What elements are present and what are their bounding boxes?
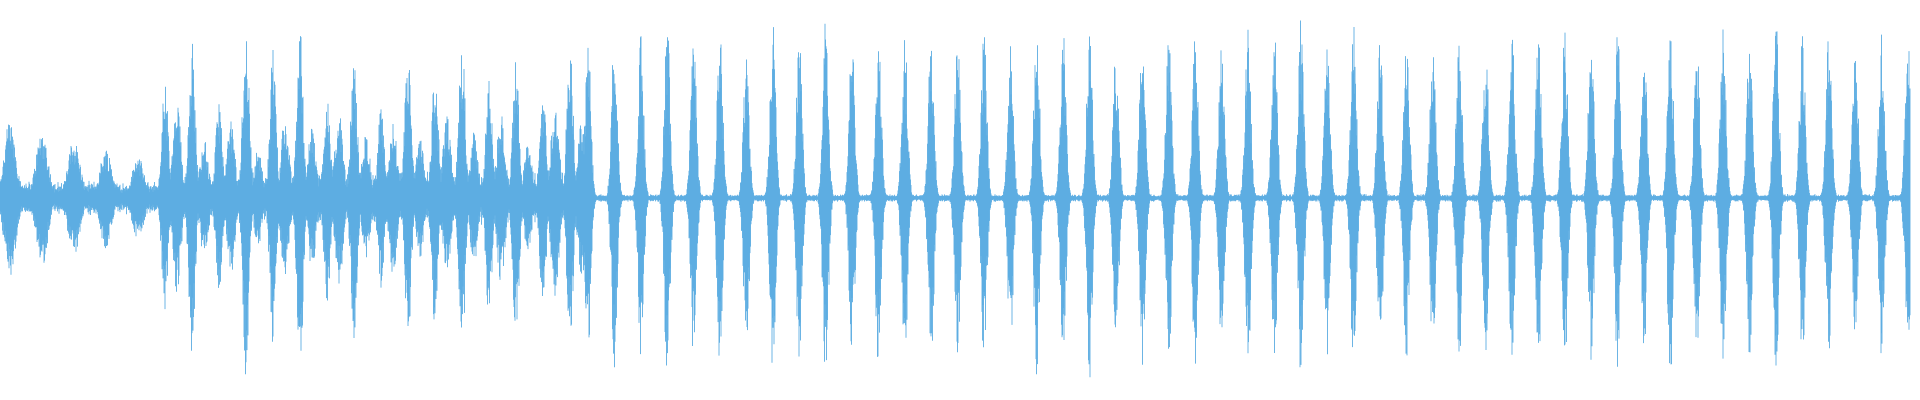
waveform: [0, 20, 1911, 378]
